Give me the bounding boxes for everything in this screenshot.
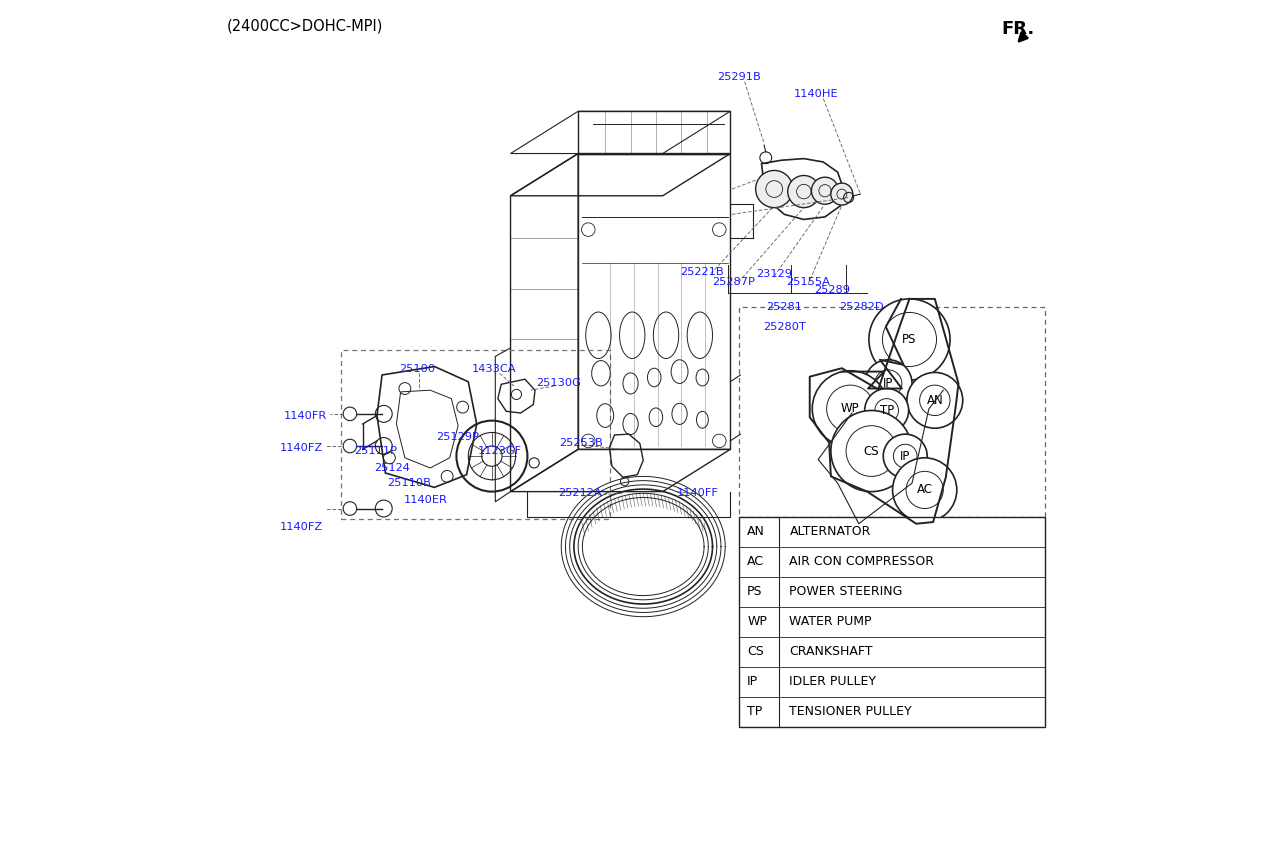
Text: FR.: FR. [1002,20,1035,38]
Text: TP: TP [879,404,893,417]
Text: 25111P: 25111P [354,446,396,456]
Text: POWER STEERING: POWER STEERING [790,585,902,599]
Text: IP: IP [900,449,910,463]
Text: 25280T: 25280T [763,321,806,332]
Text: 25124: 25124 [374,463,410,473]
Text: 1140FZ: 1140FZ [280,522,322,532]
Text: 1433CA: 1433CA [472,364,516,374]
Text: 25130G: 25130G [537,378,581,388]
Text: CRANKSHAFT: CRANKSHAFT [790,645,873,658]
Text: PS: PS [748,585,763,599]
Text: 1140ER: 1140ER [404,495,449,505]
Circle shape [883,434,928,478]
Text: 25253B: 25253B [560,438,603,448]
Text: AC: AC [916,483,933,496]
Circle shape [865,388,909,432]
Text: 25129P: 25129P [436,432,479,442]
Text: 1140FR: 1140FR [284,410,327,421]
Text: WP: WP [841,402,860,416]
Circle shape [831,410,912,492]
Text: 25282D: 25282D [838,303,883,312]
Text: PS: PS [902,333,916,346]
Text: 1140FF: 1140FF [677,488,720,499]
Text: WATER PUMP: WATER PUMP [790,616,872,628]
Text: AN: AN [748,526,766,538]
Text: AN: AN [927,393,943,407]
Text: 1140HE: 1140HE [794,89,838,99]
Text: WP: WP [748,616,767,628]
Text: 25212A: 25212A [558,488,602,499]
Circle shape [865,360,912,407]
Text: 25155A: 25155A [786,277,829,287]
Text: CS: CS [748,645,764,658]
Text: AIR CON COMPRESSOR: AIR CON COMPRESSOR [790,555,934,568]
Text: 25281: 25281 [767,303,803,312]
Circle shape [892,458,957,522]
Text: IDLER PULLEY: IDLER PULLEY [790,675,877,689]
Text: 1140FZ: 1140FZ [280,443,322,453]
Text: 25221B: 25221B [681,267,725,276]
Text: 25100: 25100 [400,364,436,374]
Circle shape [787,176,820,208]
FancyBboxPatch shape [739,517,1044,727]
Circle shape [755,170,792,208]
Text: (2400CC>DOHC-MPI): (2400CC>DOHC-MPI) [226,19,383,33]
Circle shape [812,177,838,204]
Text: 25289: 25289 [814,286,850,295]
Circle shape [869,298,950,380]
Text: TENSIONER PULLEY: TENSIONER PULLEY [790,706,912,718]
Text: 1123GF: 1123GF [478,446,521,456]
Text: 25287P: 25287P [712,277,755,287]
Text: IP: IP [748,675,758,689]
Circle shape [813,371,888,447]
Text: 25110B: 25110B [387,478,431,488]
Text: 25291B: 25291B [717,72,760,82]
Circle shape [831,183,852,205]
Text: ALTERNATOR: ALTERNATOR [790,526,870,538]
Text: 23129: 23129 [757,269,792,278]
Text: CS: CS [864,444,879,458]
Text: AC: AC [748,555,764,568]
Text: TP: TP [748,706,763,718]
Circle shape [907,372,962,428]
Text: IP: IP [883,377,893,390]
